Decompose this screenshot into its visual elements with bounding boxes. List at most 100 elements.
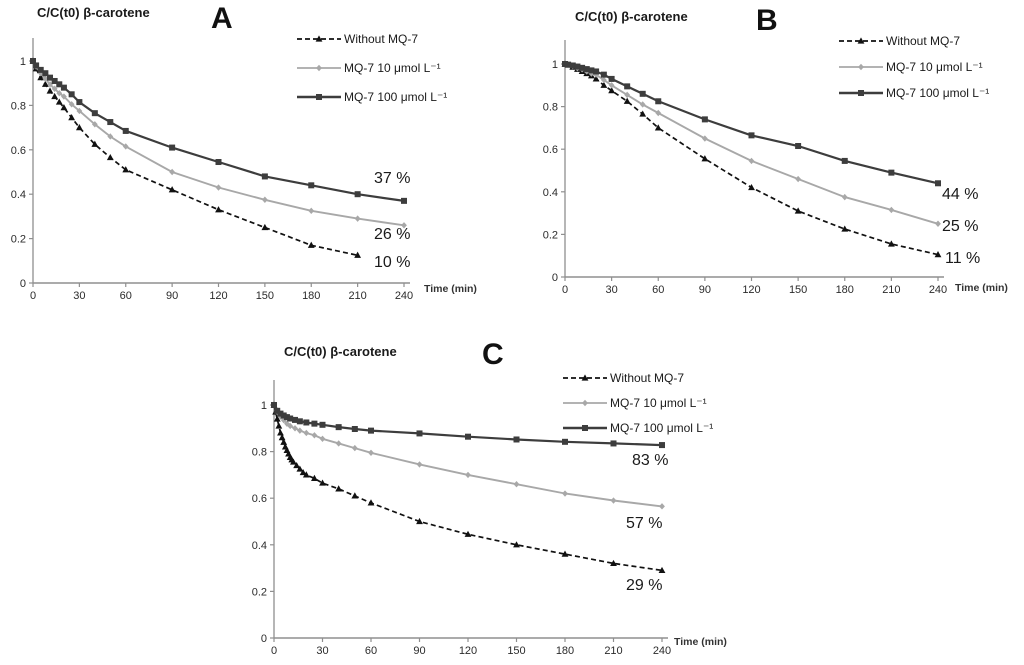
x-tick-label: 150	[256, 290, 274, 302]
y-tick-label: 1	[552, 59, 558, 71]
diamond-line-marker-icon	[563, 399, 607, 406]
dashed-line-triangle-marker-icon	[297, 34, 341, 42]
diamond-marker-icon	[841, 193, 848, 201]
square-marker-icon	[277, 410, 284, 417]
square-line-marker-icon	[297, 93, 341, 100]
legend: Without MQ-7 MQ-7 10 μmol L⁻¹ MQ-7 100 μmo…	[296, 24, 447, 111]
y-tick-label: 0.4	[11, 189, 26, 201]
triangle-marker-icon	[639, 110, 647, 117]
triangle-marker-icon	[623, 97, 631, 104]
square-marker-icon	[271, 402, 277, 408]
square-marker-icon	[583, 66, 590, 73]
x-tick-label: 30	[606, 284, 618, 296]
diamond-marker-icon	[748, 157, 755, 165]
y-tick-label: 0.2	[11, 234, 26, 246]
diamond-line-marker-icon	[839, 63, 883, 71]
series-label: MQ-7 10 μmol L⁻¹	[344, 60, 441, 75]
diamond-marker-icon	[319, 435, 326, 442]
triangle-marker-icon	[351, 492, 359, 499]
triangle-marker-icon	[354, 251, 362, 258]
triangle-marker-icon	[934, 251, 942, 258]
triangle-marker-icon	[293, 461, 301, 469]
y-tick-label: 0.6	[252, 493, 267, 505]
triangle-marker-icon	[600, 81, 608, 88]
diamond-marker-icon	[292, 425, 298, 432]
triangle-marker-icon	[299, 468, 307, 476]
square-marker-icon	[311, 420, 318, 427]
triangle-marker-icon	[887, 240, 895, 247]
triangle-marker-icon	[215, 206, 222, 213]
triangle-marker-icon	[367, 499, 375, 506]
square-marker-icon	[354, 191, 361, 198]
triangle-marker-icon	[261, 223, 269, 231]
diamond-marker-icon	[351, 444, 358, 452]
y-tick-label: 1	[20, 56, 26, 68]
square-marker-icon	[316, 93, 322, 100]
square-marker-icon	[655, 98, 662, 105]
y-tick-label: 0.6	[11, 145, 26, 157]
diamond-marker-icon	[42, 75, 49, 82]
square-marker-icon	[56, 81, 63, 88]
panel-letter: A	[211, 2, 233, 35]
triangle-marker-icon	[37, 74, 45, 81]
triangle-marker-icon	[41, 80, 49, 87]
square-marker-icon	[588, 67, 595, 74]
square-marker-icon	[335, 424, 342, 431]
x-tick-label: 210	[604, 645, 622, 657]
triangle-marker-icon	[75, 124, 83, 131]
series-label: Without MQ-7	[886, 34, 961, 48]
square-marker-icon	[582, 424, 588, 431]
diamond-marker-icon	[610, 497, 617, 504]
diamond-marker-icon	[354, 215, 361, 222]
square-marker-icon	[122, 127, 129, 134]
final-percent-annotation: 83 %	[632, 452, 669, 469]
triangle-marker-icon	[273, 415, 281, 422]
final-percent-annotation: 26 %	[374, 226, 411, 243]
y-tick-label: 0.4	[543, 187, 558, 199]
triangle-marker-icon	[55, 98, 63, 105]
square-marker-icon	[47, 74, 54, 81]
final-percent-annotation: 11 %	[945, 250, 981, 267]
triangle-marker-icon	[608, 87, 616, 94]
x-tick-label: 0	[30, 290, 36, 302]
x-tick-label: 120	[742, 284, 760, 296]
legend-item: MQ-7 10 μmol L⁻¹	[562, 390, 713, 415]
y-tick-label: 0.2	[252, 586, 267, 598]
diamond-marker-icon	[296, 427, 303, 434]
series-label: Without MQ-7	[610, 370, 685, 385]
square-marker-icon	[748, 132, 755, 139]
triangle-marker-icon	[610, 559, 617, 567]
x-tick-label: 30	[316, 645, 328, 657]
triangle-marker-icon	[581, 373, 589, 381]
chart-panel-a: 0 0.2 0.4 0.6 0.8 1 0 30 60 90 120 150 180 210 240 C/C…	[0, 0, 512, 312]
chart-title: C/C(t0) β-carotene	[575, 9, 688, 24]
triangle-marker-icon	[275, 422, 283, 429]
square-marker-icon	[319, 421, 326, 428]
square-marker-icon	[76, 99, 83, 106]
square-marker-icon	[308, 182, 315, 189]
square-marker-icon	[565, 61, 572, 68]
y-tick-label: 0	[552, 272, 558, 284]
square-marker-icon	[169, 144, 176, 151]
legend-item: MQ-7 10 μmol L⁻¹	[838, 54, 989, 80]
diamond-marker-icon	[316, 64, 322, 71]
x-tick-label: 90	[166, 290, 178, 302]
triangle-marker-icon	[654, 124, 662, 131]
x-tick-label: 180	[556, 645, 574, 657]
triangle-marker-icon	[416, 517, 423, 525]
triangle-marker-icon	[277, 429, 284, 436]
square-marker-icon	[280, 412, 287, 419]
square-marker-icon	[33, 62, 40, 69]
x-tick-label: 30	[73, 290, 85, 302]
chart-title: C/C(t0) β-carotene	[284, 344, 397, 359]
square-marker-icon	[283, 414, 290, 421]
triangle-marker-icon	[464, 530, 472, 537]
square-marker-icon	[593, 68, 600, 75]
square-marker-icon	[368, 427, 374, 434]
triangle-marker-icon	[561, 550, 569, 557]
triangle-marker-icon	[794, 207, 802, 214]
square-line-marker-icon	[563, 424, 607, 431]
diamond-marker-icon	[56, 89, 63, 97]
square-marker-icon	[610, 440, 617, 447]
square-marker-icon	[639, 90, 646, 97]
